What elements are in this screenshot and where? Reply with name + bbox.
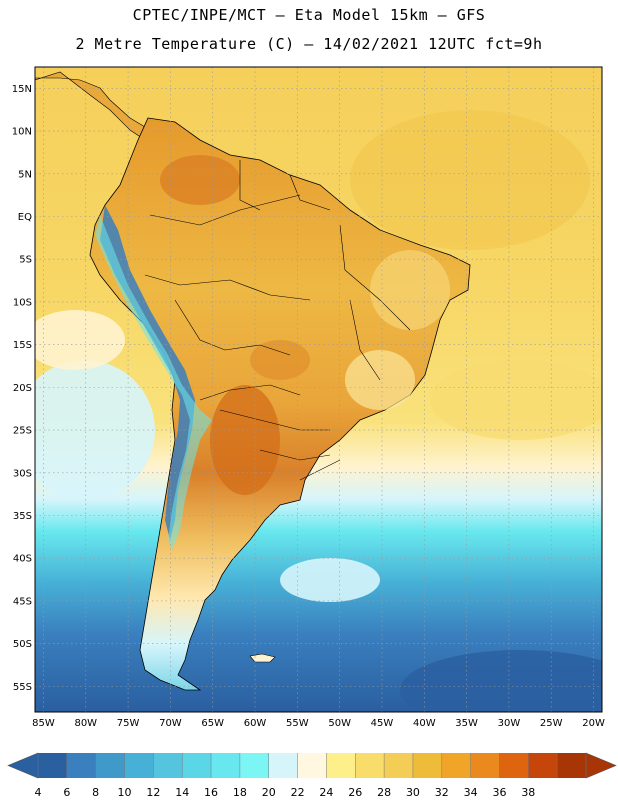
lat-label: 10N [12, 127, 32, 138]
lat-label: 15S [13, 340, 32, 351]
lon-label: 20W [582, 718, 605, 729]
lon-label: 55W [286, 718, 309, 729]
map-subtitle: 2 Metre Temperature (C) – 14/02/2021 12U… [75, 35, 543, 53]
lat-label: 25S [13, 426, 32, 437]
hot-region-mato-grosso [250, 340, 310, 380]
colorbar-label: 8 [92, 786, 99, 799]
colorbar [7, 752, 617, 779]
colorbar-label: 34 [464, 786, 478, 799]
map-frame [34, 66, 603, 713]
colorbar-swatch [384, 753, 414, 778]
ocean-cool-patch-argentine [280, 558, 380, 602]
falkland-islands [249, 653, 276, 663]
ocean-warm-patch-atlantic [350, 110, 590, 250]
colorbar-swatch [412, 753, 443, 778]
colorbar-swatch [124, 753, 154, 778]
colorbar-label: 24 [319, 786, 333, 799]
lat-lon-grid [35, 67, 602, 712]
lon-label: 60W [244, 718, 267, 729]
lat-label: 55S [13, 682, 32, 693]
lon-label: 35W [455, 718, 478, 729]
lon-label: 80W [74, 718, 97, 729]
colorbar-label: 22 [291, 786, 305, 799]
colorbar-label: 10 [118, 786, 132, 799]
colorbar-swatch [182, 753, 212, 778]
colorbar-label: 12 [146, 786, 160, 799]
colorbar-label: 28 [377, 786, 391, 799]
colorbar-swatch [499, 753, 529, 778]
lat-label: 5S [19, 255, 32, 266]
colorbar-swatch [38, 753, 68, 778]
lat-label: 40S [13, 554, 32, 565]
colorbar-swatch [95, 753, 126, 778]
lat-label: 30S [13, 468, 32, 479]
colorbar-label: 30 [406, 786, 420, 799]
colorbar-label: 38 [521, 786, 535, 799]
colorbar-swatch [268, 753, 299, 778]
colorbar-label: 20 [262, 786, 276, 799]
colorbar-label: 16 [204, 786, 218, 799]
ocean-mild-patch-atlantic [430, 360, 602, 440]
lat-label: 35S [13, 511, 32, 522]
lat-label: 50S [13, 639, 32, 650]
central-america-land [35, 71, 151, 141]
lon-label: 75W [117, 718, 140, 729]
map-title: CPTEC/INPE/MCT – Eta Model 15km – GFS [132, 6, 486, 24]
colorbar-swatch [66, 753, 97, 778]
country-borders [144, 160, 411, 481]
colorbar-label: 36 [492, 786, 506, 799]
colorbar-swatch [326, 753, 356, 778]
lon-label: 40W [413, 718, 436, 729]
ocean-mild-patch-pacific [35, 310, 125, 370]
colorbar-swatch [470, 753, 500, 778]
lat-label: 20S [13, 383, 32, 394]
lon-label: 70W [159, 718, 182, 729]
andes-cool-margin [95, 215, 212, 550]
lat-label: 15N [12, 84, 32, 95]
lat-label: 5N [18, 169, 32, 180]
colorbar-swatch [153, 753, 183, 778]
hot-region-venezuela [160, 155, 240, 205]
lon-label: 30W [498, 718, 521, 729]
colorbar-arrow-high [585, 752, 617, 779]
lon-label: 45W [371, 718, 394, 729]
colorbar-label: 32 [435, 786, 449, 799]
colorbar-swatch [211, 753, 241, 778]
colorbar-swatch [297, 753, 327, 778]
colorbar-label: 26 [348, 786, 362, 799]
hot-region-chaco [210, 385, 280, 495]
colorbar-arrow-low [7, 752, 39, 779]
lon-label: 25W [540, 718, 563, 729]
lon-label: 50W [328, 718, 351, 729]
lon-label: 65W [201, 718, 224, 729]
lat-label: 45S [13, 596, 32, 607]
colorbar-swatch [557, 753, 587, 778]
colorbar-swatch [528, 753, 558, 778]
lat-label: EQ [18, 212, 32, 223]
latitude-tick-labels: 15N 10N 5N EQ 5S 10S 15S 20S 25S 30S 35S 40S 45S 50S 5… [12, 84, 32, 693]
colorbar-swatch [441, 753, 472, 778]
colorbar-label: 14 [175, 786, 189, 799]
colorbar-swatch [239, 753, 270, 778]
lat-label: 10S [13, 297, 32, 308]
colorbar-label: 18 [233, 786, 247, 799]
colorbar-label: 6 [63, 786, 70, 799]
colorbar-labels: 4 6 8 10 12 14 16 18 20 22 24 26 28 30 32 34 36 38 [35, 786, 536, 799]
colorbar-swatch [355, 753, 385, 778]
lon-label: 85W [32, 718, 55, 729]
longitude-tick-labels: 85W 80W 75W 70W 65W 60W 55W 50W 45W 40W 35W 30W 25W 2… [32, 718, 605, 729]
colorbar-label: 4 [35, 786, 42, 799]
